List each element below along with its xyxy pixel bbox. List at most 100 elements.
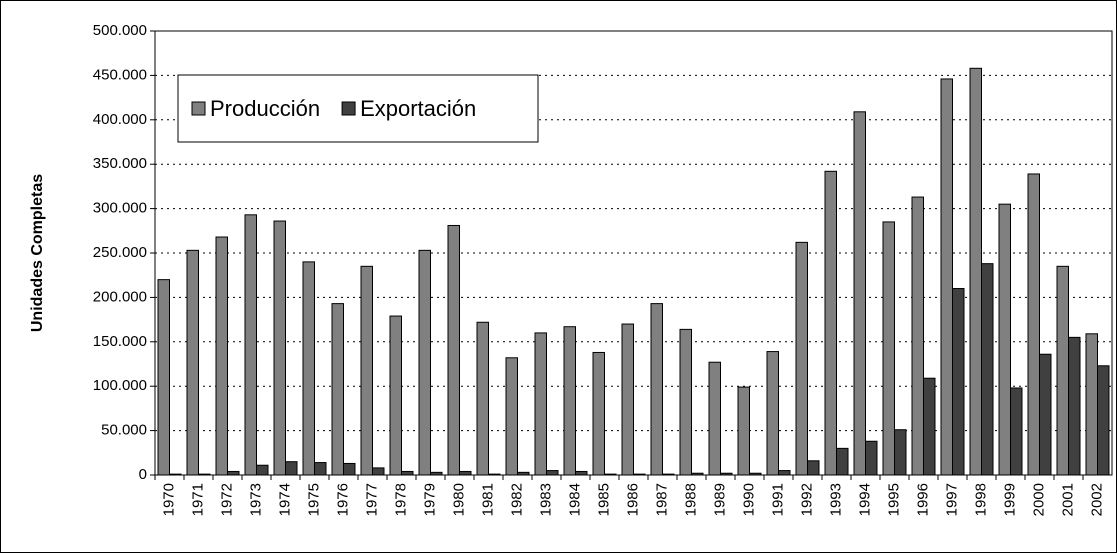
x-tick-label: 1992	[798, 483, 815, 516]
bar	[447, 224, 460, 476]
y-tick-label: 350.000	[93, 155, 147, 172]
x-tick-label: 1980	[450, 483, 467, 516]
bar	[708, 361, 721, 476]
x-tick-label: 1998	[972, 483, 989, 516]
bar	[778, 470, 791, 476]
x-tick-label: 1994	[856, 483, 873, 516]
x-tick-label: 1986	[624, 483, 641, 516]
bar	[807, 460, 820, 476]
y-axis-label: Unidades Completas	[29, 174, 46, 332]
bar	[546, 470, 559, 476]
x-tick-label: 1995	[885, 483, 902, 516]
bar	[389, 315, 402, 476]
bar	[476, 321, 489, 476]
bar	[157, 279, 170, 476]
legend-swatch	[341, 101, 356, 116]
bar	[650, 303, 663, 476]
x-tick-label: 2000	[1030, 483, 1047, 516]
bar	[952, 288, 965, 476]
bar	[285, 461, 298, 476]
y-tick-label: 150.000	[93, 333, 147, 350]
legend-label: Producción	[210, 96, 320, 121]
bar	[940, 78, 953, 476]
bar	[256, 464, 269, 476]
legend-swatch	[191, 101, 206, 116]
bar	[853, 111, 866, 476]
bar	[882, 221, 895, 476]
x-tick-label: 1999	[1001, 483, 1018, 516]
x-tick-label: 1996	[914, 483, 931, 516]
x-tick-label: 1983	[537, 483, 554, 516]
x-tick-label: 1976	[334, 483, 351, 516]
x-tick-label: 1982	[508, 483, 525, 516]
x-tick-label: 1975	[305, 483, 322, 516]
bar	[969, 67, 982, 476]
bar	[621, 323, 634, 476]
legend-box	[177, 74, 539, 143]
x-tick-label: 1987	[653, 483, 670, 516]
bar	[331, 303, 344, 476]
bar	[343, 462, 356, 476]
legend-label: Exportación	[360, 96, 476, 121]
y-tick-label: 200.000	[93, 288, 147, 305]
bar	[273, 220, 286, 476]
x-tick-label: 1974	[276, 483, 293, 516]
bar	[981, 263, 994, 476]
y-tick-label: 500.000	[93, 22, 147, 39]
x-tick-label: 1990	[740, 483, 757, 516]
bar	[795, 241, 808, 476]
x-tick-label: 1978	[392, 483, 409, 516]
bar	[227, 470, 240, 476]
x-tick-label: 1993	[827, 483, 844, 516]
bar	[186, 249, 199, 476]
bar	[923, 377, 936, 476]
x-tick-label: 1971	[189, 483, 206, 516]
y-tick-label: 100.000	[93, 377, 147, 394]
bar	[1097, 365, 1110, 476]
bar	[360, 265, 373, 476]
bar	[418, 249, 431, 476]
x-tick-label: 1973	[247, 483, 264, 516]
bar	[1056, 265, 1069, 476]
bar	[679, 328, 692, 476]
y-tick-label: 450.000	[93, 66, 147, 83]
bar	[302, 261, 315, 476]
x-tick-label: 1981	[479, 483, 496, 516]
bar	[401, 470, 414, 476]
bar	[894, 429, 907, 476]
y-tick-label: 400.000	[93, 111, 147, 128]
x-tick-label: 1984	[566, 483, 583, 516]
bar	[215, 236, 228, 476]
x-tick-label: 1997	[943, 483, 960, 516]
plot-frame	[154, 30, 1113, 476]
x-tick-label: 1979	[421, 483, 438, 516]
bar	[505, 357, 518, 476]
x-tick-label: 2001	[1059, 483, 1076, 516]
y-tick-label: 50.000	[101, 422, 147, 439]
x-tick-label: 1988	[682, 483, 699, 516]
x-tick-label: 1970	[160, 483, 177, 516]
y-tick-label: 300.000	[93, 200, 147, 217]
bar	[592, 351, 605, 476]
bar	[372, 467, 385, 476]
x-tick-label: 2002	[1088, 483, 1105, 516]
x-tick-label: 1972	[218, 483, 235, 516]
bar	[998, 203, 1011, 476]
bar	[824, 170, 837, 476]
bar	[911, 196, 924, 476]
bar	[766, 351, 779, 476]
bar	[836, 447, 849, 476]
bar	[575, 470, 588, 476]
bar	[1027, 173, 1040, 476]
bar	[1039, 353, 1052, 476]
bar	[737, 386, 750, 476]
bar	[534, 332, 547, 476]
bar	[1010, 387, 1023, 476]
bar	[1085, 333, 1098, 476]
bar	[459, 470, 472, 476]
bar	[1068, 336, 1081, 476]
bar	[314, 462, 327, 476]
bar	[563, 326, 576, 476]
x-tick-label: 1985	[595, 483, 612, 516]
